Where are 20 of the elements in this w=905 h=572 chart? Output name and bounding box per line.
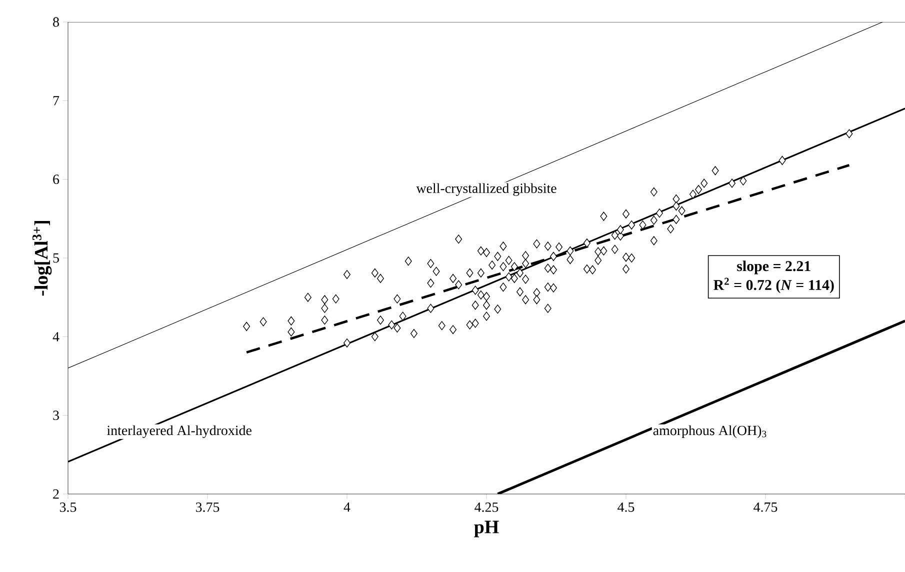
x-tick-label: 4.5 <box>618 502 634 512</box>
annotation: amorphous Al(OH)$_{3}$ <box>653 425 766 438</box>
annotation: interlayered Al-hydroxide <box>107 425 252 438</box>
annotation: slope = 2.21 <box>737 260 810 274</box>
y-tick-label: 4 <box>52 332 60 342</box>
x-tick-label: 4 <box>344 502 350 512</box>
x-tick-label: 4.75 <box>754 502 778 512</box>
x-axis-title: pH <box>474 520 499 538</box>
y-tick-label: 7 <box>53 96 60 106</box>
y-tick-label: 2 <box>53 489 59 499</box>
y-tick-label: 8 <box>53 17 59 27</box>
y-tick-label: 6 <box>53 174 60 184</box>
annotation: well-crystallized gibbsite <box>416 183 556 196</box>
y-tick-label: 3 <box>53 410 59 420</box>
annotation: R$^{2}$ = 0.72 (N = 114) <box>714 278 834 294</box>
x-tick-label: 3.75 <box>196 502 220 512</box>
y-tick-label: 5 <box>53 253 59 263</box>
y-axis-title: -log[Al$^{3+}$] <box>32 221 52 296</box>
x-tick-label: 3.5 <box>60 502 76 512</box>
x-tick-label: 4.25 <box>474 502 498 512</box>
